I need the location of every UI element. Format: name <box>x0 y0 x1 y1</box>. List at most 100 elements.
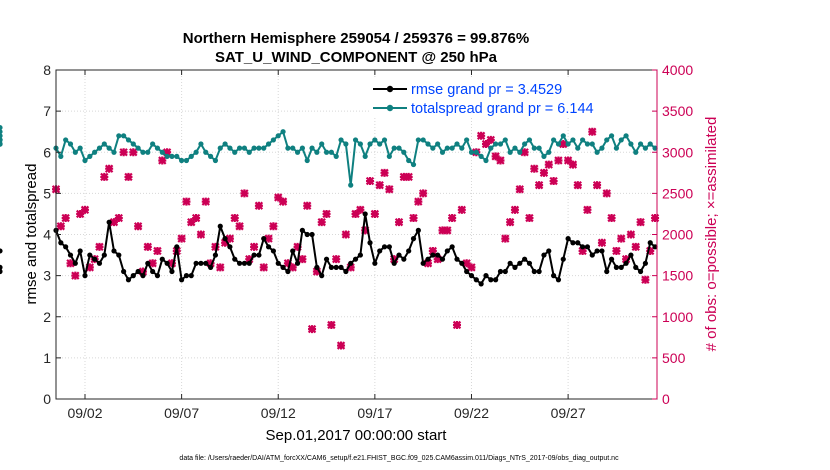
obs-point <box>216 263 225 272</box>
rmse-point <box>290 248 296 254</box>
totalspread-point <box>560 133 566 139</box>
rmse-point <box>560 256 566 262</box>
data-file-footer: data file: /Users/raeder/DAI/ATM_forcXX/… <box>179 455 619 462</box>
obs-point <box>322 209 331 219</box>
obs-point <box>75 209 85 219</box>
obs-point <box>612 246 621 256</box>
totalspread-point <box>338 137 344 143</box>
totalspread-point <box>164 153 170 159</box>
rmse-point <box>58 240 64 246</box>
obs-point <box>534 180 544 190</box>
totalspread-point <box>623 133 629 139</box>
totalspread-point <box>459 145 465 151</box>
totalspread-point <box>183 157 190 164</box>
totalspread-point <box>227 145 233 151</box>
totalspread-point <box>309 145 315 151</box>
rmse-point <box>546 248 552 254</box>
totalspread-point <box>628 141 634 147</box>
rmse-point <box>623 260 629 266</box>
obs-point <box>467 263 476 272</box>
rmse-point <box>212 252 219 258</box>
totalspread-point <box>430 145 436 151</box>
rmse-point <box>435 252 441 258</box>
rmse-point <box>232 256 238 262</box>
rmse-point <box>512 264 518 270</box>
rmse-point <box>174 244 180 250</box>
totalspread-point <box>526 137 533 143</box>
rmse-point <box>328 264 334 270</box>
totalspread-point <box>396 145 402 151</box>
legend-rmse-label: rmse grand pr = 3.4529 <box>411 82 562 98</box>
rmse-point <box>159 256 165 262</box>
rmse-point <box>647 240 653 246</box>
totalspread-point <box>67 141 74 147</box>
left-tick-label: 6 <box>43 144 51 160</box>
rmse-point <box>299 227 305 233</box>
obs-point <box>245 254 254 264</box>
obs-point <box>100 172 109 182</box>
x-tick-label: 09/12 <box>261 405 296 421</box>
obs-point <box>390 254 399 264</box>
totalspread-point <box>377 141 383 147</box>
obs-point <box>259 263 268 272</box>
rmse-point <box>541 252 547 258</box>
rmse-point <box>357 252 363 258</box>
totalspread-point <box>169 153 175 159</box>
obs-point <box>462 259 471 268</box>
x-tick-label: 09/17 <box>357 405 392 421</box>
totalspread-point <box>96 145 103 151</box>
rmse-point <box>604 268 610 275</box>
obs-point <box>274 193 283 202</box>
rmse-point <box>179 277 185 283</box>
totalspread-point <box>435 141 441 147</box>
left-axis-ticks: 0 1 2 3 4 5 6 7 8 <box>43 62 61 407</box>
obs-point <box>380 168 389 177</box>
rmse-point <box>608 256 615 262</box>
totalspread-point <box>604 137 610 143</box>
rmse-point <box>425 256 431 262</box>
obs-point <box>520 148 529 157</box>
totalspread-point <box>473 149 479 155</box>
obs-point <box>177 234 186 243</box>
totalspread-point <box>101 141 107 147</box>
rmse-point <box>193 260 199 266</box>
obs-point <box>293 242 302 252</box>
x-tick-label: 09/27 <box>551 405 586 421</box>
rmse-point <box>488 277 494 283</box>
rmse-point <box>406 248 412 254</box>
rmse-point <box>565 236 571 242</box>
obs-point <box>288 263 297 272</box>
rmse-point <box>319 273 325 279</box>
rmse-point <box>63 244 69 250</box>
obs-point <box>457 205 466 215</box>
rmse-point <box>444 248 450 254</box>
obs-point <box>491 152 500 161</box>
right-tick-label: 500 <box>662 350 686 366</box>
rmse-point <box>227 244 233 250</box>
left-tick-label: 3 <box>43 268 51 284</box>
x-axis-ticks: 09/02 09/07 09/12 09/17 09/22 09/27 <box>67 70 586 421</box>
rmse-point <box>517 260 523 266</box>
totalspread-point <box>174 153 180 159</box>
rmse-point <box>130 273 136 279</box>
totalspread-point <box>261 145 267 151</box>
totalspread-point <box>570 137 576 143</box>
obs-point <box>496 156 505 165</box>
totalspread-point <box>232 149 238 155</box>
rmse-point <box>154 273 161 279</box>
totalspread-point <box>464 137 470 143</box>
rmse-point <box>478 281 484 287</box>
obs-point <box>423 259 433 268</box>
obs-point <box>399 172 409 182</box>
totalspread-point <box>637 141 644 147</box>
rmse-point <box>391 260 397 266</box>
rmse-point <box>449 244 455 250</box>
obs-point <box>554 156 563 165</box>
rmse-point <box>468 273 475 279</box>
rmse-point <box>121 268 127 275</box>
totalspread-point <box>415 137 421 143</box>
x-tick-label: 09/07 <box>164 405 199 421</box>
totalspread-point <box>125 137 132 143</box>
obs-point <box>303 201 312 210</box>
totalspread-point <box>111 149 117 155</box>
